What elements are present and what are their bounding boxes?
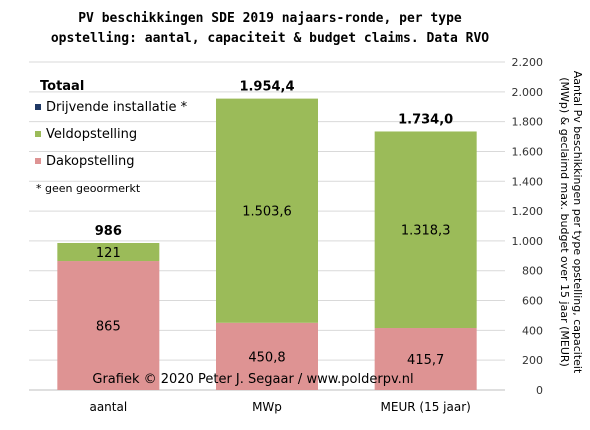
bar-value-label: 121 bbox=[96, 246, 121, 261]
y-tick-label: 200 bbox=[522, 354, 543, 367]
bar-value-label: 865 bbox=[96, 320, 121, 335]
legend-label-veld: Veldopstelling bbox=[46, 127, 137, 142]
bars: 865 121 986 aantal 450,8 1.503,6 1.954,4 MWp 415… bbox=[57, 80, 477, 414]
legend-label-dak: Dakopstelling bbox=[46, 154, 134, 169]
bar-segment bbox=[374, 131, 477, 329]
bar-segment bbox=[216, 322, 318, 390]
y-tick-label: 800 bbox=[522, 265, 543, 278]
legend-title: Totaal bbox=[40, 79, 84, 94]
bar-total-label: 986 bbox=[95, 224, 122, 239]
y-tick-label: 0 bbox=[536, 384, 543, 397]
bar-segment bbox=[57, 261, 160, 390]
bar-value-label: 415,7 bbox=[407, 353, 444, 368]
y-axis-label-line-2: (MWp) & geclaimd max. budget over 15 jaa… bbox=[558, 77, 571, 367]
legend-swatch-dak bbox=[35, 158, 41, 164]
y-tick-label: 400 bbox=[522, 324, 543, 337]
legend-label-drijvende: Drijvende installatie * bbox=[46, 100, 188, 115]
bar-total-label: 1.734,0 bbox=[398, 112, 453, 127]
bar-value-label: 1.318,3 bbox=[401, 224, 451, 239]
legend-swatch-drijvende bbox=[35, 104, 41, 110]
bar-value-label: 1.503,6 bbox=[242, 205, 292, 220]
y-tick-label: 600 bbox=[522, 295, 543, 308]
y-tick-label: 2.200 bbox=[512, 56, 544, 69]
y-axis: 0 200 400 600 800 1.000 1.200 1.400 1.600 1.800 2.… bbox=[512, 56, 544, 397]
y-tick-label: 1.800 bbox=[512, 116, 544, 129]
chart-title-line-2: opstelling: aantal, capaciteit & budget … bbox=[51, 31, 489, 46]
legend: Totaal Drijvende installatie * Veldopste… bbox=[35, 79, 188, 195]
bar-value-label: 450,8 bbox=[248, 350, 285, 365]
bar-segment bbox=[216, 98, 318, 323]
y-tick-label: 1.000 bbox=[512, 235, 544, 248]
x-category-label: aantal bbox=[89, 400, 127, 414]
legend-note: * geen geoormerkt bbox=[36, 182, 141, 195]
chart-title-line-1: PV beschikkingen SDE 2019 najaars-ronde,… bbox=[78, 11, 462, 26]
x-category-label: MWp bbox=[252, 400, 282, 414]
y-tick-label: 2.000 bbox=[512, 86, 544, 99]
y-axis-label-line-1: Aantal Pv beschikkingen per type opstell… bbox=[571, 71, 584, 374]
legend-swatch-veld bbox=[35, 131, 41, 137]
y-tick-label: 1.600 bbox=[512, 145, 544, 158]
x-category-label: MEUR (15 jaar) bbox=[381, 400, 471, 414]
bar-segment bbox=[57, 242, 160, 262]
bar-segment bbox=[374, 328, 477, 390]
y-tick-label: 1.400 bbox=[512, 175, 544, 188]
bar-total-label: 1.954,4 bbox=[239, 80, 294, 95]
credit-text: Grafiek © 2020 Peter J. Segaar / www.pol… bbox=[92, 372, 413, 387]
y-tick-label: 1.200 bbox=[512, 205, 544, 218]
